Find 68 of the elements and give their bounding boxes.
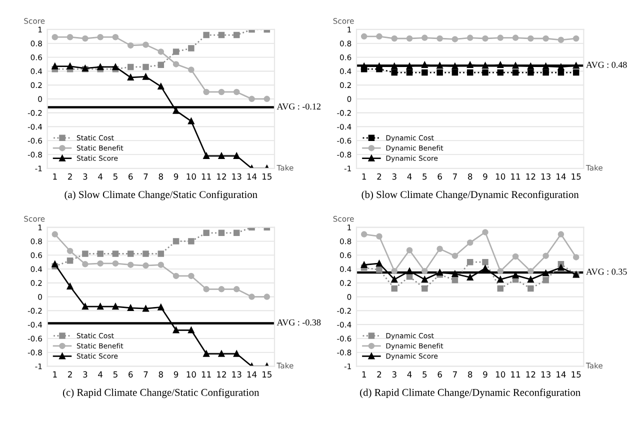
x-tick-label: 12	[217, 173, 226, 180]
x-tick-label: 10	[186, 173, 196, 180]
x-tick-label: 3	[392, 371, 396, 378]
x-tick-label: 1	[53, 371, 57, 378]
x-tick-label: 12	[526, 371, 536, 378]
x-tick-label: 10	[496, 173, 506, 180]
text: (d) Rapid Climate Change/Dynamic Reconfiguration	[360, 388, 580, 398]
x-tick-label: 13	[232, 173, 242, 180]
ref-line-label: AVG : -0.38	[276, 319, 321, 326]
x-tick-label: 6	[128, 173, 133, 180]
x-tick-label: 6	[438, 173, 442, 180]
x-tick-label: 4	[407, 174, 412, 180]
x-tick-label: 14	[247, 174, 257, 180]
x-tick-label: 14	[247, 371, 257, 378]
x-tick-label: 1	[53, 174, 57, 180]
x-tick-label: 7	[144, 174, 148, 180]
x-tick-label: 2	[68, 371, 72, 378]
text: (b) Slow Climate Change/Dynamic Reconfiguration	[362, 190, 579, 200]
x-tick-label: 10	[496, 371, 506, 378]
x-tick-label: 5	[113, 371, 118, 378]
x-tick-label: 5	[422, 174, 427, 180]
ref-line-label: AVG : -0.12	[276, 103, 320, 110]
x-tick-label: 8	[468, 371, 472, 378]
x-tick-label: 5	[422, 371, 427, 378]
ref-line-label: AVG : 0.48	[586, 62, 627, 68]
x-tick-label: 13	[232, 371, 242, 378]
x-tick-label: 13	[541, 371, 550, 378]
text: (a) Slow Climate Change/Static Configuration	[64, 190, 258, 200]
x-tick-label: 3	[83, 173, 88, 180]
x-tick-label: 4	[407, 371, 412, 378]
x-tick-label: 6	[128, 371, 133, 378]
x-tick-label: 9	[174, 173, 178, 180]
x-tick-label: 5	[113, 174, 118, 180]
x-tick-label: 2	[377, 371, 382, 378]
x-tick-label: 9	[174, 371, 178, 378]
x-tick-label: 14	[556, 371, 566, 378]
x-tick-label: 12	[526, 173, 536, 180]
x-tick-label: 1	[362, 371, 366, 378]
x-tick-label: 3	[83, 371, 88, 378]
x-tick-label: 8	[158, 371, 163, 378]
x-tick-label: 9	[483, 173, 488, 180]
x-tick-label: 10	[186, 371, 196, 378]
x-tick-label: 9	[483, 371, 488, 378]
x-tick-label: 7	[144, 371, 148, 378]
text: (c) Rapid Climate Change/Static Configuration	[63, 388, 260, 398]
x-tick-label: 11	[511, 371, 520, 378]
x-tick-label: 7	[452, 371, 457, 378]
x-tick-label: 11	[202, 174, 211, 180]
x-tick-label: 15	[572, 174, 581, 180]
x-tick-label: 1	[362, 174, 366, 180]
x-tick-label: 11	[511, 174, 520, 180]
x-tick-label: 8	[158, 173, 163, 180]
x-tick-label: 12	[217, 371, 226, 378]
x-tick-label: 4	[98, 371, 103, 378]
x-tick-label: 14	[556, 174, 566, 180]
x-tick-label: 2	[377, 173, 382, 180]
x-tick-label: 11	[202, 371, 211, 378]
x-tick-label: 8	[468, 173, 472, 180]
x-tick-label: 13	[541, 173, 550, 180]
x-tick-label: 7	[452, 174, 457, 180]
x-tick-label: 15	[572, 371, 581, 378]
x-tick-label: 6	[438, 371, 442, 378]
x-tick-label: 15	[262, 174, 272, 180]
x-tick-label: 2	[68, 173, 72, 180]
x-tick-label: 15	[262, 371, 272, 378]
ref-line-label: AVG : 0.35	[586, 268, 627, 275]
x-tick-label: 3	[392, 173, 396, 180]
x-tick-label: 4	[98, 174, 103, 180]
